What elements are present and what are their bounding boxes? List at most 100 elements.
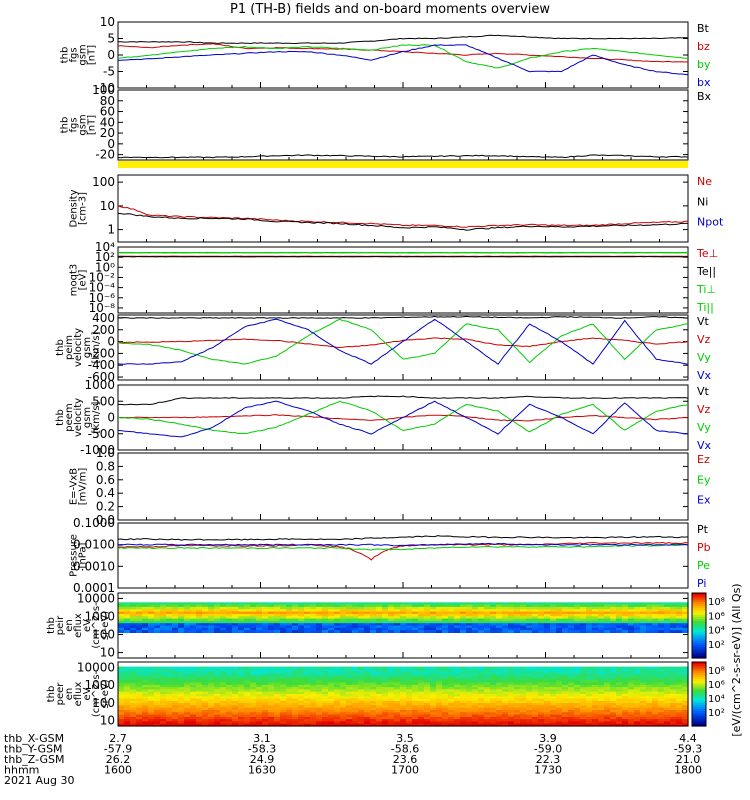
heat-cell [328,682,335,686]
heat-cell [220,606,227,610]
heat-cell [274,625,281,629]
heat-cell [232,627,239,631]
heat-cell [358,703,365,706]
heat-cell [454,606,461,610]
heat-cell [154,719,161,722]
heat-cell [376,703,383,706]
heat-cell [262,609,269,613]
colorbar-tick-label: 10⁸ [708,666,725,677]
legend-Pb: Pb [697,541,711,554]
heat-cell [430,620,437,624]
heat-cell [526,700,533,704]
heat-cell [262,682,269,686]
y-tick-label: 10² [95,250,115,264]
heat-cell [352,687,359,690]
heat-cell [454,698,461,702]
heat-cell [214,721,221,725]
heat-cell [556,618,563,622]
y-tick-label: 0.0 [96,513,115,527]
heat-cell [130,675,137,679]
heat-cell [568,623,575,627]
heat-cell [490,680,497,684]
heat-cell [358,623,365,627]
heat-cell [166,703,173,706]
heat-cell [172,721,179,725]
heat-cell [274,604,281,608]
heat-cell [670,625,677,629]
heat-cell [166,609,173,613]
heat-cell [178,627,185,631]
heat-cell [430,618,437,622]
heat-cell [586,678,593,681]
heat-cell [334,723,341,727]
heat-cell [556,606,563,610]
heat-cell [346,627,353,631]
heat-cell [136,604,143,608]
heat-cell [226,618,233,622]
heat-cell [460,625,467,629]
heat-cell [316,698,323,702]
heat-cell [454,705,461,709]
heat-cell [418,671,425,674]
heat-cell [592,623,599,627]
heat-cell [364,609,371,613]
heat-cell [346,680,353,684]
heat-cell [352,623,359,627]
heat-cell [544,620,551,624]
heat-cell [616,698,623,702]
x-row-value: 3.1 [253,732,271,745]
heat-cell [574,723,581,727]
date-label: 2021 Aug 30 [4,774,74,787]
heat-cell [346,707,353,711]
heat-cell [634,682,641,686]
heat-cell [292,627,299,631]
heat-cell [514,687,521,690]
heat-cell [280,723,287,727]
heat-cell [520,675,527,679]
heat-cell [496,712,503,716]
heat-cell [634,712,641,716]
heat-cell [292,618,299,622]
heat-cell [460,712,467,716]
heat-cell [298,700,305,704]
heat-cell [166,666,173,670]
heat-cell [682,691,689,695]
heat-cell [484,710,491,713]
heat-cell [448,714,455,718]
heat-cell [334,609,341,613]
heat-cell [208,694,215,697]
heat-cell [496,689,503,693]
heat-cell [640,620,647,624]
heat-cell [490,682,497,686]
heat-cell [448,627,455,631]
heat-cell [484,620,491,624]
heat-cell [364,671,371,674]
heat-cell [172,698,179,702]
heat-cell [436,606,443,610]
heat-cell [196,705,203,709]
heat-cell [124,716,131,720]
heat-cell [634,684,641,688]
heat-cell [544,671,551,674]
heat-cell [652,716,659,720]
heat-cell [340,604,347,608]
heat-cell [592,694,599,697]
heat-cell [526,712,533,716]
colorbar-cell [692,711,706,714]
heat-cell [142,618,149,622]
heat-cell [634,627,641,631]
heat-cell [142,689,149,693]
heat-cell [328,604,335,608]
heat-cell [226,694,233,697]
heat-cell [286,618,293,622]
heat-cell [418,700,425,704]
heat-cell [634,678,641,681]
heat-cell [214,712,221,716]
heat-cell [550,698,557,702]
heat-cell [238,694,245,697]
heat-cell [190,611,197,615]
heat-cell [568,673,575,677]
heat-cell [658,684,665,688]
heat-cell [676,625,683,629]
heat-cell [448,707,455,711]
